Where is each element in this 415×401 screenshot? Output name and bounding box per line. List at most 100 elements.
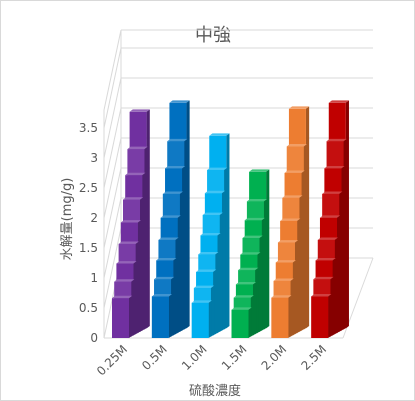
x-axis-ticks: 0.25M 0.5M 1.0M 1.5M 2.0M 2.5M: [94, 342, 329, 378]
bar-front-face: [271, 297, 289, 338]
bar-1.0M: [191, 133, 230, 338]
bar-side-face: [168, 294, 173, 338]
y-tick-label: 1: [90, 271, 98, 285]
bar-top-face: [151, 294, 173, 297]
bar-2.5M: [311, 100, 349, 338]
bar-top-face: [273, 278, 294, 281]
bar-top-face: [202, 212, 223, 215]
bar-top-face: [284, 170, 305, 173]
gridline-side: [103, 77, 122, 159]
gridline-side: [103, 137, 122, 219]
x-tick-label: 0.5M: [139, 342, 170, 373]
bar-front-face: [112, 298, 129, 338]
bar-top-face: [120, 220, 141, 223]
bar-1.5M: [231, 169, 270, 338]
chart-title: 中強: [195, 25, 231, 46]
bar-side-face: [328, 294, 332, 338]
bar-top-face: [125, 172, 146, 176]
bar-top-face: [160, 215, 181, 218]
x-tick-label: 1.5M: [219, 342, 250, 373]
x-tick-label: 1.0M: [179, 342, 210, 373]
bar-top-face: [317, 237, 338, 240]
bar-top-face: [315, 258, 336, 261]
bar-side-face: [288, 295, 292, 338]
bar-top-face: [277, 240, 299, 243]
gridline-side: [103, 197, 122, 279]
bar-top-face: [286, 144, 307, 147]
bar-top-face: [282, 195, 303, 198]
bar-top-face: [129, 109, 150, 112]
x-tick-label: 2.5M: [298, 342, 329, 373]
y-tick-label: 2: [90, 211, 98, 225]
gridline-side: [103, 167, 122, 249]
y-tick-label: 3.5: [79, 121, 98, 135]
bar-top-face: [204, 190, 226, 194]
bar-front-face: [191, 302, 209, 338]
bar-top-face: [116, 261, 137, 264]
bar-top-face: [191, 300, 212, 303]
bar-top-face: [158, 237, 179, 240]
bar-top-face: [242, 235, 263, 239]
bar-top-face: [324, 165, 345, 169]
gridline-side: [103, 227, 122, 309]
bar-top-face: [240, 252, 261, 255]
x-axis-label: 硫酸濃度: [189, 383, 241, 399]
x-tick-label: 0.25M: [94, 342, 130, 378]
gridline-side: [103, 29, 122, 111]
bar-top-face: [311, 294, 332, 297]
bar-top-face: [169, 100, 190, 103]
bar-top-face: [275, 260, 296, 263]
bar-top-face: [326, 138, 347, 142]
bar-0.5M: [151, 100, 190, 338]
bar-top-face: [271, 295, 292, 298]
y-axis-ticks: 0 0.5 1 1.5 2 2.5 3 3.5: [79, 121, 98, 345]
bar-side-face: [129, 295, 133, 338]
bar-top-face: [114, 279, 135, 282]
bar-top-face: [288, 106, 310, 109]
bar-top-face: [154, 276, 175, 280]
bar-top-face: [319, 215, 341, 218]
bar-top-face: [200, 232, 221, 236]
bar-top-face: [280, 218, 301, 221]
bar-front-face: [151, 296, 169, 338]
y-tick-label: 0: [90, 331, 98, 345]
bar-top-face: [328, 100, 349, 103]
bar-top-face: [209, 133, 230, 136]
gridlines: [103, 29, 374, 339]
bar-front-face: [311, 296, 329, 338]
bar-top-face: [165, 165, 186, 169]
y-tick-label: 2.5: [79, 181, 98, 195]
bar-top-face: [313, 276, 334, 280]
bar-top-face: [127, 146, 148, 150]
bar-top-face: [118, 241, 139, 244]
gridline-side: [103, 47, 122, 129]
bar-top-face: [196, 269, 217, 272]
bar-top-face: [246, 199, 268, 202]
y-tick-label: 0.5: [79, 301, 98, 315]
gridline-side: [103, 107, 122, 189]
bar-side-face: [208, 300, 212, 338]
bar-0.25M: [112, 109, 150, 338]
bar-top-face: [231, 307, 252, 310]
bar-front-face: [231, 309, 249, 338]
bars: [112, 100, 349, 338]
bar-top-face: [238, 267, 259, 271]
bar-top-face: [233, 295, 254, 298]
bar-top-face: [167, 138, 188, 142]
x-tick-label: 2.0M: [259, 342, 290, 373]
bar-top-face: [207, 167, 228, 171]
bar-top-face: [156, 258, 177, 261]
bar-top-face: [249, 169, 270, 172]
y-tick-label: 3: [90, 151, 98, 165]
y-axis-label: 水解量(mg/g): [60, 178, 75, 261]
bar-top-face: [162, 191, 184, 194]
bar-top-face: [198, 251, 219, 255]
bar-top-face: [235, 282, 257, 285]
bar-top-face: [244, 217, 265, 221]
bar-2.0M: [271, 106, 310, 338]
bar-top-face: [112, 295, 133, 299]
y-tick-label: 1.5: [79, 241, 98, 255]
bar-side-face: [248, 307, 252, 338]
